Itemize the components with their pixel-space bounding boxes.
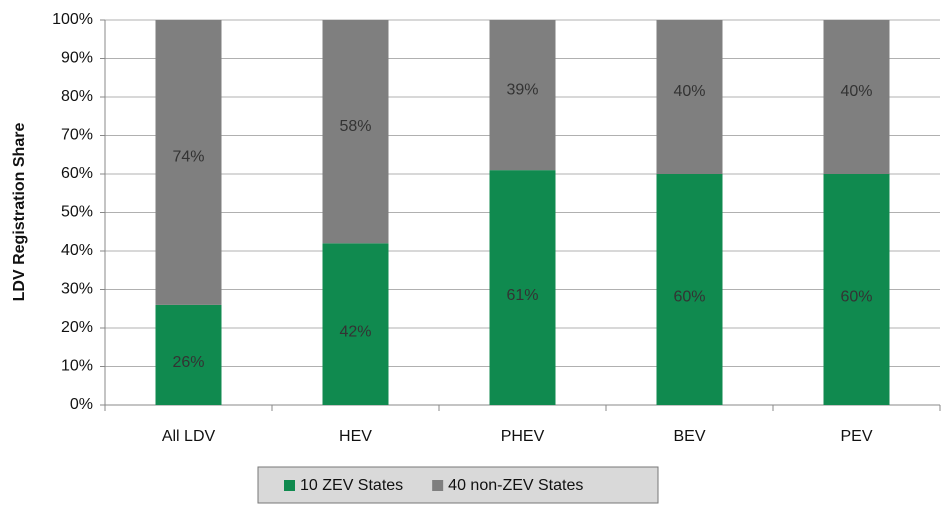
y-tick-label: 90%	[61, 50, 93, 67]
y-tick-label: 50%	[61, 204, 93, 221]
bar-segment	[823, 174, 890, 405]
bar-segment	[155, 304, 222, 405]
y-tick-label: 0%	[70, 396, 93, 413]
bar-segment	[489, 170, 556, 405]
legend-swatch	[284, 480, 295, 491]
bar-segment	[489, 20, 556, 171]
y-tick-label: 40%	[61, 242, 93, 259]
value-label: 58%	[339, 118, 371, 135]
bar-segment	[656, 20, 723, 174]
value-label: 40%	[673, 83, 705, 100]
value-label: 40%	[840, 83, 872, 100]
y-axis-label: LDV Registration Share	[11, 123, 28, 302]
value-label: 74%	[172, 149, 204, 166]
value-label: 39%	[506, 81, 538, 98]
value-label: 60%	[840, 289, 872, 306]
value-label: 26%	[172, 354, 204, 371]
y-tick-label: 100%	[52, 11, 93, 28]
legend-label: 10 ZEV States	[300, 477, 403, 494]
legend-swatch	[432, 480, 444, 491]
y-tick-label: 20%	[61, 319, 93, 336]
bar-segment	[823, 20, 890, 174]
bar-segment	[322, 20, 389, 244]
bar-segment	[155, 20, 222, 305]
bar-segment	[322, 243, 389, 405]
y-tick-label: 80%	[61, 88, 93, 105]
x-tick-label: All LDV	[162, 428, 216, 445]
y-tick-label: 60%	[61, 165, 93, 182]
x-tick-label: HEV	[339, 428, 372, 445]
bar-segment	[656, 174, 723, 405]
value-label: 42%	[339, 323, 371, 340]
x-tick-label: BEV	[673, 428, 705, 445]
y-tick-label: 10%	[61, 358, 93, 375]
x-tick-label: PEV	[840, 428, 872, 445]
y-tick-label: 70%	[61, 127, 93, 144]
value-label: 61%	[506, 287, 538, 304]
x-tick-label: PHEV	[501, 428, 545, 445]
y-tick-label: 30%	[61, 281, 93, 298]
legend-box	[257, 466, 659, 504]
legend-label: 40 non-ZEV States	[448, 477, 583, 494]
value-label: 60%	[673, 289, 705, 306]
